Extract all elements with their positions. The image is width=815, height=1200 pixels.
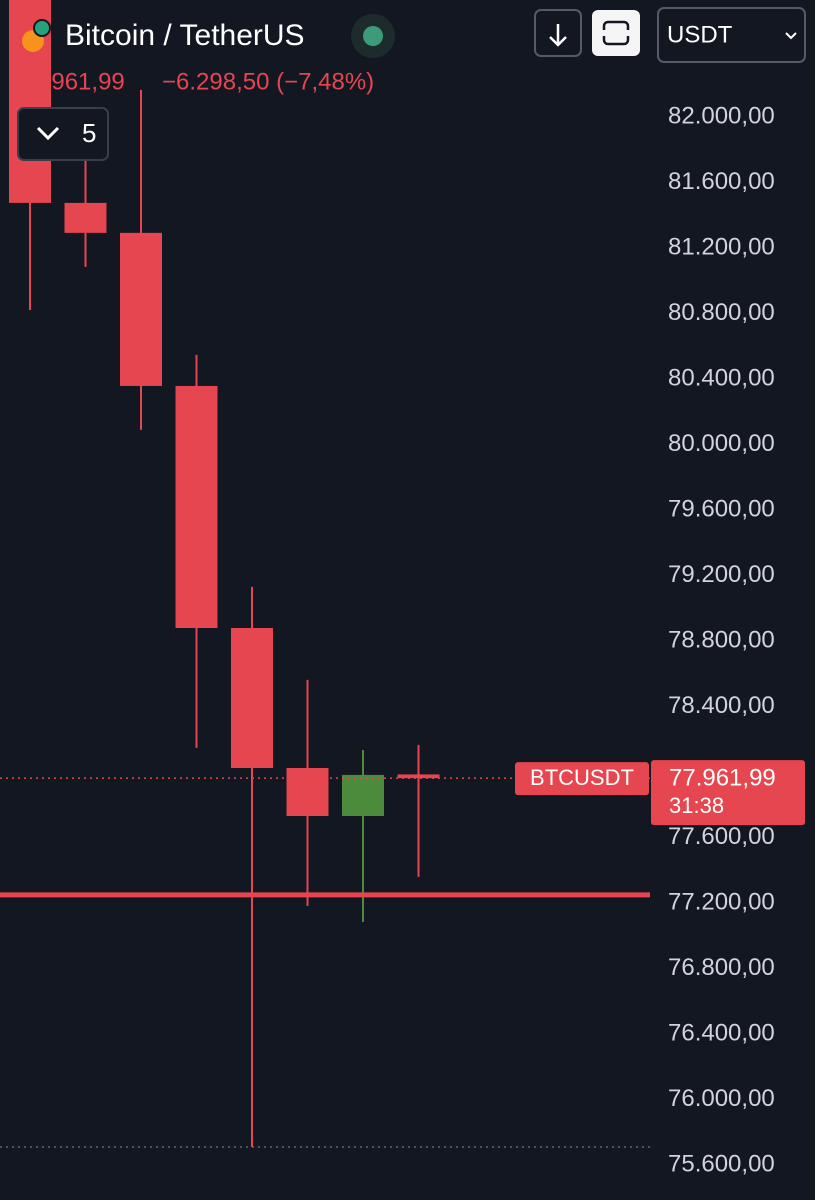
y-tick-label: 79.200,00 bbox=[668, 561, 775, 588]
candle-body bbox=[64, 202, 107, 233]
currency-select[interactable]: USDT bbox=[657, 7, 806, 63]
toggle-box[interactable] bbox=[17, 107, 109, 161]
y-tick-label: 78.400,00 bbox=[668, 692, 775, 719]
y-tick-label: 80.400,00 bbox=[668, 364, 775, 391]
indicator-toggle[interactable]: 5 bbox=[17, 107, 109, 161]
y-tick-label: 77.600,00 bbox=[668, 823, 775, 850]
candle-body bbox=[120, 232, 162, 386]
select-chevron bbox=[785, 32, 797, 40]
symbol-title: Bitcoin / TetherUS bbox=[65, 19, 305, 52]
price-tag-value: 77.961,99 bbox=[669, 765, 776, 792]
header: Bitcoin / TetherUS 77.961,99 −6.298,50 (… bbox=[17, 7, 806, 161]
price-tag-countdown: 31:38 bbox=[669, 793, 724, 818]
candle-body bbox=[397, 774, 440, 779]
y-tick-label: 76.800,00 bbox=[668, 954, 775, 981]
y-tick-label: 80.000,00 bbox=[668, 430, 775, 457]
candle-body bbox=[231, 628, 273, 769]
candle-body bbox=[286, 768, 329, 816]
fullscreen-button[interactable] bbox=[592, 10, 640, 56]
y-tick-label: 76.000,00 bbox=[668, 1085, 775, 1112]
arrow-icon bbox=[549, 24, 567, 47]
y-tick-label: 76.400,00 bbox=[668, 1019, 775, 1046]
download-button[interactable] bbox=[534, 9, 582, 57]
price-tag bbox=[651, 760, 805, 826]
plot: 82.000,00 81.600,00 81.200,00 80.800,00 80.4… bbox=[0, 0, 805, 1177]
chevron-icon bbox=[36, 126, 60, 141]
y-tick-label: 81.200,00 bbox=[668, 233, 775, 260]
y-tick-label: 82.000,00 bbox=[668, 102, 775, 129]
indicator-count: 5 bbox=[82, 118, 96, 148]
currency-label: USDT bbox=[667, 21, 733, 48]
y-tick-label: 75.600,00 bbox=[668, 1150, 775, 1177]
select-box[interactable] bbox=[657, 7, 806, 63]
y-tick-label: 80.800,00 bbox=[668, 299, 775, 326]
y-tick-label: 81.600,00 bbox=[668, 168, 775, 195]
candle-body bbox=[342, 774, 384, 816]
y-tick-label: 79.600,00 bbox=[668, 495, 775, 522]
header-change: −6.298,50 (−7,48%) bbox=[162, 68, 374, 95]
symbol-tag bbox=[515, 762, 649, 796]
symbol-tag-label: BTCUSDT bbox=[530, 765, 634, 790]
candle-body bbox=[175, 385, 218, 629]
status-dot bbox=[363, 26, 383, 46]
header-price: 77.961,99 bbox=[18, 68, 125, 95]
y-tick-label: 77.200,00 bbox=[668, 888, 775, 915]
y-tick-label: 78.800,00 bbox=[668, 626, 775, 653]
tether-icon bbox=[33, 19, 51, 37]
